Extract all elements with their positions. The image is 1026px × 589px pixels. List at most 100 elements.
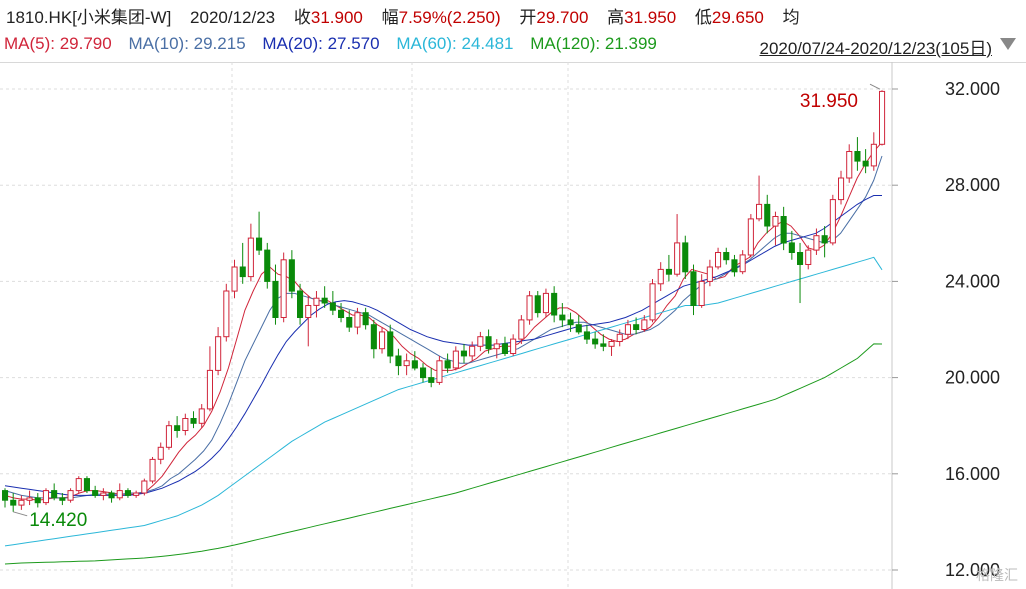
candle-down	[124, 490, 132, 496]
candle-up	[698, 280, 705, 306]
candle-up	[641, 319, 648, 330]
ma10-legend: MA(10): 29.215	[128, 34, 246, 53]
candle-up	[247, 237, 254, 278]
close-label: 收	[293, 8, 311, 27]
candle-up	[42, 490, 50, 504]
candle-down	[362, 312, 369, 326]
candles	[2, 90, 886, 512]
candle-up	[608, 341, 615, 347]
y-tick-label: 28.000	[945, 175, 1000, 195]
high-value: 31.950	[624, 8, 677, 27]
candle-down	[821, 235, 828, 244]
candle-down	[321, 297, 328, 304]
candle-up	[379, 331, 386, 350]
candle-up	[26, 497, 33, 501]
low-value: 29.650	[711, 8, 764, 27]
high-price: 高31.950	[607, 8, 676, 27]
candlestick-chart: 31.950 14.420 12.000 16.000 20.000 24.000 28.…	[0, 62, 1000, 589]
dropdown-arrow-icon[interactable]	[1000, 38, 1016, 50]
candle-up	[198, 408, 205, 424]
candle-down	[92, 490, 99, 496]
candle-up	[157, 446, 164, 460]
chart-grid	[0, 62, 893, 589]
candle-down	[395, 355, 402, 367]
candle-down	[788, 242, 795, 253]
candle-down	[272, 280, 279, 318]
candle-down	[34, 497, 41, 504]
stock-symbol: 1810.HK[小米集团-W]	[6, 8, 172, 27]
candle-up	[469, 345, 476, 357]
candle-up	[493, 343, 500, 350]
candle-down	[108, 492, 115, 499]
candle-up	[829, 199, 836, 244]
candle-up	[165, 425, 172, 448]
candle-down	[346, 317, 353, 328]
candle-down	[764, 203, 771, 227]
quote-header: 1810.HK[小米集团-W] 2020/12/23 收31.900 幅7.59…	[0, 0, 1026, 63]
candle-up	[18, 499, 25, 506]
y-tick-label: 12.000	[945, 560, 1000, 580]
change-value: 7.59%(2.250)	[398, 8, 501, 27]
candle-down	[174, 425, 181, 432]
ma60-line	[4, 256, 883, 547]
low-pointer	[13, 511, 28, 517]
candle-up	[436, 360, 443, 383]
date-range-selector[interactable]: 2020/07/24-2020/12/23(105日)	[759, 39, 992, 58]
candle-up	[75, 478, 82, 492]
ma120-line	[4, 343, 883, 565]
candle-down	[428, 377, 435, 383]
change-pct: 幅7.59%(2.250)	[382, 8, 501, 27]
ma5-legend: MA(5): 29.790	[4, 34, 112, 53]
candle-up	[133, 492, 140, 496]
candle-down	[583, 331, 591, 340]
candle-down	[731, 259, 738, 273]
candle-down	[575, 324, 582, 333]
candle-down	[2, 490, 9, 501]
close-price: 收31.900	[294, 8, 363, 27]
candle-up	[805, 249, 812, 266]
candle-down	[264, 249, 271, 282]
candle-up	[772, 216, 779, 227]
ma60-legend: MA(60): 24.481	[396, 34, 514, 53]
candle-down	[690, 271, 697, 307]
candle-up	[100, 492, 107, 496]
y-tick-label: 24.000	[945, 271, 1000, 291]
candle-up	[215, 336, 222, 371]
candle-down	[59, 497, 66, 501]
candle-down	[51, 490, 58, 499]
candle-down	[723, 252, 730, 261]
candle-up	[67, 490, 74, 501]
candle-down	[501, 343, 508, 354]
candle-up	[510, 338, 517, 355]
candle-down	[256, 237, 263, 251]
candle-up	[477, 336, 484, 347]
candle-up	[452, 350, 459, 369]
candle-down	[665, 268, 673, 275]
candle-down	[288, 259, 295, 292]
candle-up	[542, 292, 550, 314]
candle-down	[854, 151, 861, 162]
close-value: 31.900	[310, 8, 363, 27]
low-annotation: 14.420	[29, 510, 87, 531]
candle-up	[526, 295, 533, 321]
candle-up	[813, 235, 820, 251]
quote-summary: 1810.HK[小米集团-W] 2020/12/23 收31.900 幅7.59…	[6, 3, 814, 28]
candle-up	[141, 480, 148, 494]
candle-up	[231, 266, 238, 292]
ma-legend: MA(5): 29.790 MA(10): 29.215 MA(20): 27.…	[4, 34, 669, 54]
candle-down	[190, 418, 197, 424]
high-annotation: 31.950	[800, 91, 858, 112]
candle-up	[649, 283, 656, 321]
candle-down	[83, 478, 91, 492]
y-tick-label: 20.000	[945, 368, 1000, 388]
watermark: 格隆汇	[976, 567, 1018, 583]
candle-up	[739, 254, 746, 273]
candle-down	[297, 290, 304, 318]
candle-down	[485, 336, 492, 350]
candle-down	[862, 160, 869, 167]
low-price: 低29.650	[695, 8, 764, 27]
avg-label: 均	[782, 8, 800, 27]
candle-up	[280, 259, 287, 319]
y-axis: 12.000 16.000 20.000 24.000 28.000 32.000	[891, 62, 1000, 589]
candle-up	[706, 266, 713, 282]
